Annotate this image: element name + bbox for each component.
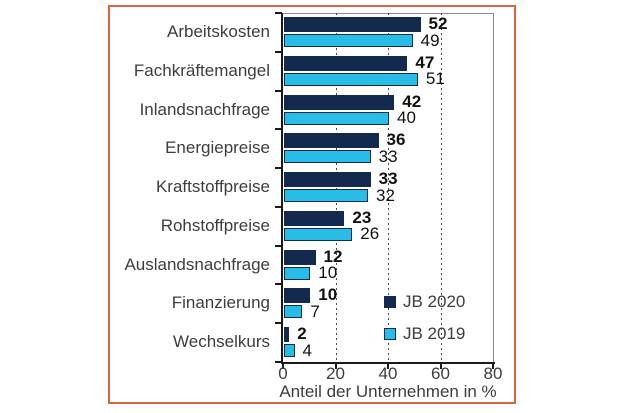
x-axis-tick: [282, 364, 284, 369]
value-label-jb2019: 7: [310, 301, 320, 321]
legend-label: JB 2020: [403, 292, 466, 311]
y-axis-tick: [275, 283, 282, 286]
bar-jb2019: [284, 34, 413, 47]
category-label: Fachkräftemangel: [133, 60, 270, 80]
legend-label: JB 2019: [403, 324, 466, 343]
y-axis-tick: [275, 128, 282, 131]
gridline: [440, 13, 442, 362]
bar-jb2020: [284, 94, 395, 110]
value-label-jb2019: 26: [360, 224, 380, 244]
bar-jb2019: [284, 111, 389, 125]
bar-jb2019: [284, 305, 303, 319]
y-axis-tick: [275, 50, 282, 53]
legend-item: JB 2019: [384, 324, 466, 343]
category-label: Arbeitskosten: [167, 22, 270, 41]
value-label-jb2019: 10: [318, 263, 338, 283]
bar-jb2019: [284, 150, 371, 164]
value-label-jb2020: 42: [402, 91, 422, 111]
y-axis-line: [281, 13, 283, 364]
value-label-jb2020: 33: [378, 169, 398, 189]
gridline: [388, 13, 389, 362]
y-axis-tick: [275, 89, 282, 92]
bar-jb2020: [284, 17, 421, 32]
value-label-jb2019: 33: [378, 146, 398, 166]
x-tick-label: 40: [378, 364, 398, 383]
value-label-jb2020: 2: [297, 324, 307, 344]
legend-swatch-jb2020: [384, 296, 396, 308]
x-axis-line: [281, 362, 495, 364]
value-label-jb2020: 36: [386, 130, 406, 150]
value-label-jb2020: 52: [428, 14, 448, 33]
bar-jb2020: [284, 55, 408, 71]
value-label-jb2019: 40: [397, 108, 416, 128]
category-label: Kraftstoffpreise: [155, 177, 270, 197]
y-axis-tick: [275, 12, 282, 14]
value-label-jb2020: 10: [318, 285, 338, 305]
category-label: Inlandsnachfrage: [139, 99, 270, 119]
legend-swatch-jb2019: [384, 328, 396, 340]
x-axis-tick: [439, 364, 442, 369]
category-label: Auslandsnachfrage: [124, 254, 270, 274]
x-tick-label: 20: [326, 364, 345, 383]
x-axis-title: Anteil der Unternehmen in %: [279, 382, 497, 401]
gridline: [335, 13, 337, 362]
x-tick-label: 60: [431, 364, 450, 383]
chart-frame: Anteil der Unternehmen in % JB 2020 JB 20…: [108, 5, 516, 404]
bar-jb2020: [284, 172, 371, 188]
x-axis-tick: [334, 364, 337, 369]
x-tick-label: 80: [483, 364, 503, 383]
bar-jb2019: [284, 344, 295, 358]
value-label-jb2020: 12: [323, 246, 343, 266]
bar-jb2020: [284, 133, 379, 149]
bar-jb2020: [284, 249, 316, 265]
bar-jb2019: [284, 266, 311, 280]
value-label-jb2019: 49: [420, 30, 440, 50]
category-label: Wechselkurs: [173, 332, 270, 352]
legend-item: JB 2020: [384, 292, 466, 311]
bar-jb2019: [284, 189, 368, 203]
value-label-jb2019: 32: [376, 185, 395, 205]
y-axis-tick: [275, 361, 282, 363]
value-label-jb2019: 4: [302, 340, 312, 360]
bar-jb2019: [284, 72, 418, 86]
bar-jb2020: [284, 327, 290, 343]
bar-jb2020: [284, 210, 345, 226]
category-label: Energiepreise: [165, 138, 270, 158]
category-label: Finanzierung: [171, 293, 270, 313]
x-axis-tick: [387, 364, 389, 369]
y-axis-tick: [275, 167, 282, 170]
bar-jb2020: [284, 288, 311, 304]
value-label-jb2019: 51: [425, 69, 445, 89]
x-tick-label: 0: [278, 364, 288, 383]
value-label-jb2020: 23: [352, 207, 372, 227]
value-label-jb2020: 47: [415, 52, 435, 72]
y-axis-tick: [275, 322, 282, 325]
y-axis-tick: [275, 205, 282, 208]
category-label: Rohstoffpreise: [160, 215, 270, 235]
y-axis-tick: [275, 244, 282, 247]
x-axis-tick: [492, 364, 494, 369]
bar-jb2019: [284, 227, 353, 241]
